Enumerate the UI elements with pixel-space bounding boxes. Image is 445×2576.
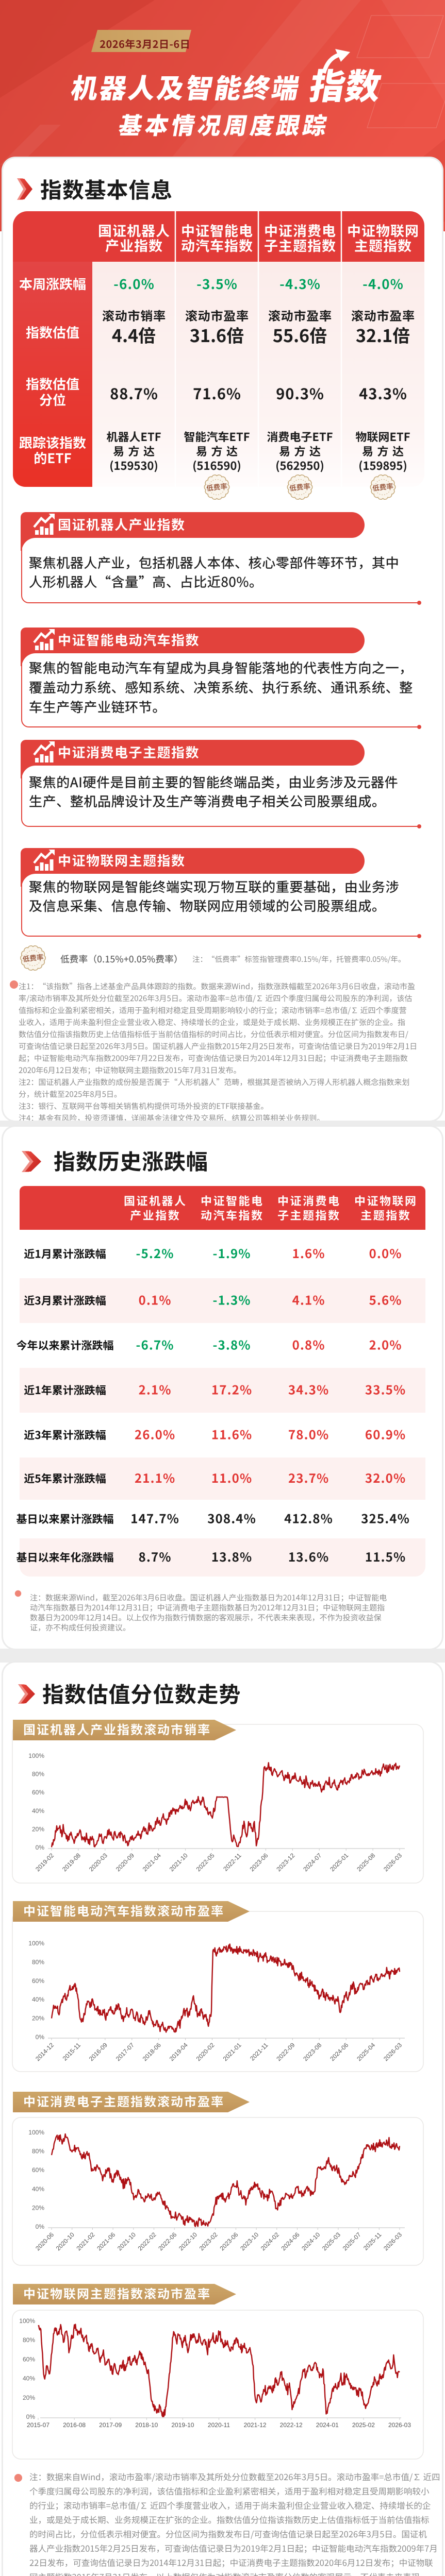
svg-text:2016-08: 2016-08: [63, 2421, 86, 2429]
svg-text:2022-12: 2022-12: [280, 2421, 303, 2429]
svg-text:80%: 80%: [23, 2336, 35, 2344]
svg-text:0%: 0%: [36, 2033, 45, 2041]
svg-text:20%: 20%: [32, 2204, 44, 2211]
svg-text:60%: 60%: [32, 1789, 44, 1796]
svg-text:40%: 40%: [32, 1996, 44, 2003]
svg-text:2015-07: 2015-07: [27, 2421, 50, 2429]
svg-text:60%: 60%: [32, 2166, 44, 2174]
svg-text:20%: 20%: [32, 2015, 44, 2022]
svg-text:60%: 60%: [23, 2355, 35, 2363]
svg-text:40%: 40%: [32, 2185, 44, 2193]
svg-text:80%: 80%: [32, 1771, 44, 1778]
svg-text:60%: 60%: [32, 1977, 44, 1985]
svg-text:0%: 0%: [36, 2223, 45, 2230]
svg-text:2025-02: 2025-02: [352, 2421, 375, 2429]
svg-text:2017-09: 2017-09: [99, 2421, 122, 2429]
svg-text:80%: 80%: [32, 2148, 44, 2155]
svg-text:0%: 0%: [36, 1844, 45, 1851]
svg-text:100%: 100%: [28, 2129, 44, 2136]
svg-text:100%: 100%: [19, 2317, 35, 2325]
svg-text:2026-03: 2026-03: [388, 2421, 411, 2429]
svg-text:40%: 40%: [23, 2375, 35, 2382]
svg-text:2021-12: 2021-12: [244, 2421, 267, 2429]
svg-text:2019-10: 2019-10: [171, 2421, 194, 2429]
svg-text:2020-11: 2020-11: [208, 2421, 230, 2429]
svg-text:100%: 100%: [28, 1752, 44, 1759]
svg-text:0%: 0%: [26, 2413, 36, 2420]
svg-text:2018-10: 2018-10: [135, 2421, 158, 2429]
svg-text:2024-01: 2024-01: [316, 2421, 339, 2429]
svg-text:20%: 20%: [32, 1825, 44, 1833]
svg-text:80%: 80%: [32, 1958, 44, 1965]
svg-text:20%: 20%: [23, 2394, 35, 2401]
svg-text:100%: 100%: [28, 1940, 44, 1947]
svg-text:40%: 40%: [32, 1807, 44, 1815]
